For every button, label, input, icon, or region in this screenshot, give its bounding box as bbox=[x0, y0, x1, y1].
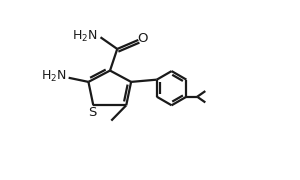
Text: H$_2$N: H$_2$N bbox=[40, 69, 66, 84]
Text: O: O bbox=[137, 32, 148, 45]
Text: S: S bbox=[88, 106, 96, 119]
Text: H$_2$N: H$_2$N bbox=[72, 29, 98, 44]
